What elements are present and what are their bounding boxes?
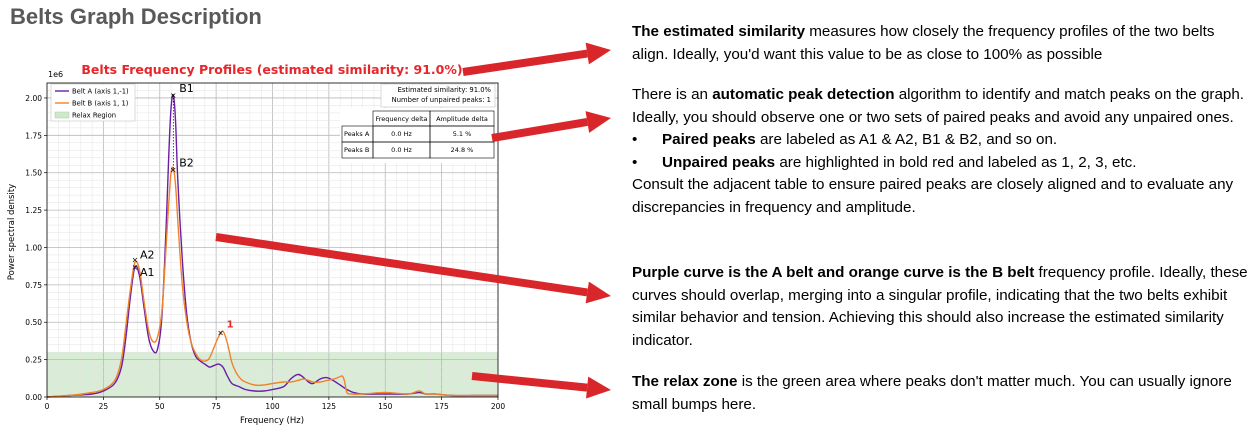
- peak-label: B1: [179, 82, 194, 95]
- peak-marker: ×: [170, 166, 177, 175]
- table-cell-text: Peaks B: [344, 146, 369, 154]
- peak-detection-heading: automatic peak detection: [712, 86, 895, 103]
- y-tick-label: 0.75: [25, 281, 42, 290]
- legend-label: Belt B (axis 1, 1): [72, 100, 129, 108]
- similarity-description: The estimated similarity measures how cl…: [632, 21, 1250, 66]
- series-belt-b-line: [46, 166, 498, 398]
- curves-text: frequency profile. Ideally, these curves…: [632, 264, 1248, 349]
- bullet-symbol: •: [632, 153, 638, 171]
- y-tick-label: 1.50: [25, 169, 42, 178]
- table-cell-text: 5.1 %: [453, 130, 472, 138]
- y-tick-label: 1.00: [25, 243, 42, 252]
- curves-description: Purple curve is the A belt and orange cu…: [632, 262, 1250, 352]
- unpaired-peaks-bullet: • Unpaired peaks are highlighted in bold …: [632, 152, 1250, 175]
- unpaired-peaks-text: are highlighted in bold red and labeled …: [775, 153, 1137, 171]
- peak-label: A2: [140, 248, 155, 261]
- table-cell-text: Frequency delta: [375, 115, 427, 123]
- info-box-line: Estimated similarity: 91.0%: [398, 86, 492, 94]
- table-cell-text: 0.0 Hz: [391, 130, 412, 138]
- y-multiplier-label: 1e6: [48, 70, 63, 79]
- curves-heading: Purple curve is the A belt and orange cu…: [632, 264, 1035, 281]
- paired-peaks-text: are labeled as A1 & A2, B1 & B2, and so …: [755, 131, 1058, 148]
- x-tick-label: 200: [491, 402, 506, 411]
- table-cell-text: Amplitude delta: [436, 115, 488, 123]
- peak-marker: ×: [132, 255, 139, 264]
- similarity-info-box: [380, 83, 496, 108]
- peak-table-hint: Consult the adjacent table to ensure pai…: [632, 176, 1234, 216]
- similarity-text: measures how closely the frequency profi…: [632, 23, 1215, 63]
- similarity-heading: The estimated similarity: [632, 23, 806, 40]
- legend-label: Belt A (axis 1,-1): [72, 88, 129, 96]
- x-axis-label: Frequency (Hz): [240, 416, 304, 426]
- x-tick-label: 0: [45, 402, 50, 411]
- peak-detection-text: algorithm to identify and match peaks on…: [632, 86, 1245, 126]
- table-cell-text: Peaks A: [344, 130, 370, 138]
- x-tick-label: 150: [378, 402, 393, 411]
- chart-title: Belts Frequency Profiles (estimated simi…: [81, 62, 462, 77]
- x-tick-label: 50: [155, 402, 165, 411]
- peak-marker: ×: [170, 91, 177, 100]
- bullet-symbol: •: [632, 131, 638, 148]
- y-axis-label: Power spectral density: [7, 184, 17, 280]
- peak-label: 1: [227, 320, 234, 331]
- page-title: Belts Graph Description: [10, 4, 262, 29]
- peak-marker: ×: [217, 329, 224, 338]
- y-tick-label: 0.50: [25, 318, 42, 327]
- peak-detection-description: There is an automatic peak detection alg…: [632, 84, 1250, 219]
- x-tick-label: 75: [211, 402, 221, 411]
- x-tick-label: 25: [99, 402, 109, 411]
- y-tick-label: 0.00: [25, 393, 42, 402]
- peak-label: A1: [140, 266, 155, 279]
- relax-zone-heading: The relax zone: [632, 373, 738, 390]
- y-tick-label: 2.00: [25, 94, 42, 103]
- relax-zone-text: is the green area where peaks don't matt…: [632, 373, 1232, 413]
- info-box-line: Number of unpaired peaks: 1: [392, 96, 491, 104]
- legend-swatch: [54, 111, 70, 119]
- peak-label: B2: [179, 157, 194, 170]
- y-tick-label: 0.25: [25, 356, 42, 365]
- belts-frequency-chart: Belts Frequency Profiles (estimated simi…: [7, 62, 506, 426]
- x-tick-label: 125: [322, 402, 337, 411]
- x-tick-label: 100: [265, 402, 280, 411]
- legend-label: Relax Region: [72, 112, 116, 120]
- x-tick-label: 175: [434, 402, 449, 411]
- paired-peaks-heading: Paired peaks: [662, 131, 756, 148]
- y-tick-label: 1.75: [25, 131, 42, 140]
- paired-peaks-bullet: • Paired peaks are labeled as A1 & A2, B1…: [632, 129, 1250, 152]
- peak-marker: ×: [132, 263, 139, 272]
- table-cell-text: 24.8 %: [451, 146, 474, 154]
- unpaired-peaks-heading: Unpaired peaks: [662, 153, 776, 171]
- table-cell: [429, 141, 495, 159]
- peak-table-background: [340, 108, 497, 163]
- relax-zone-description: The relax zone is the green area where p…: [632, 371, 1250, 416]
- y-tick-label: 1.25: [25, 206, 42, 215]
- series-belt-a-line: [46, 93, 498, 398]
- peak-detection-pre: There is an: [632, 86, 713, 103]
- table-cell-text: 0.0 Hz: [391, 146, 412, 154]
